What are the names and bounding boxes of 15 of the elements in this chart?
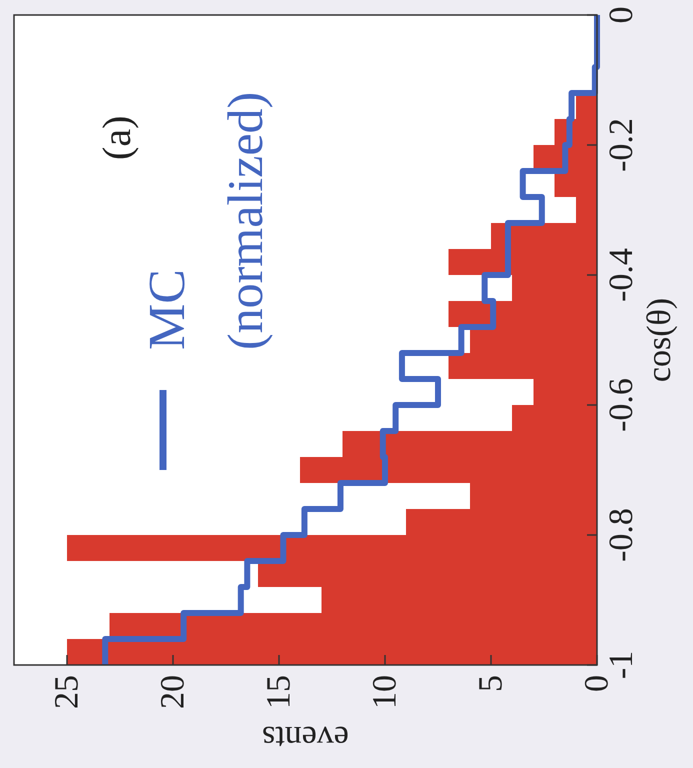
x-tick-label: 0 — [578, 675, 616, 692]
x-tick-label: 25 — [48, 675, 86, 709]
y-tick-label: 0 — [603, 6, 640, 24]
annotation: (a) — [94, 116, 139, 160]
y-tick-label: -0.4 — [603, 248, 640, 302]
x-axis-title: events — [262, 719, 349, 756]
y-tick-label: -0.8 — [603, 508, 640, 562]
x-tick-label: 20 — [154, 675, 192, 709]
y-tick-label: -0.2 — [603, 118, 640, 172]
x-tick-label: 10 — [366, 675, 404, 709]
text: MC (normalized) — [139, 92, 273, 350]
y-axis-title: cos(θ) — [641, 298, 678, 382]
y-tick-label: -0.6 — [603, 378, 640, 432]
x-tick-label: 15 — [260, 675, 298, 709]
x-tick-label: 5 — [472, 675, 510, 692]
